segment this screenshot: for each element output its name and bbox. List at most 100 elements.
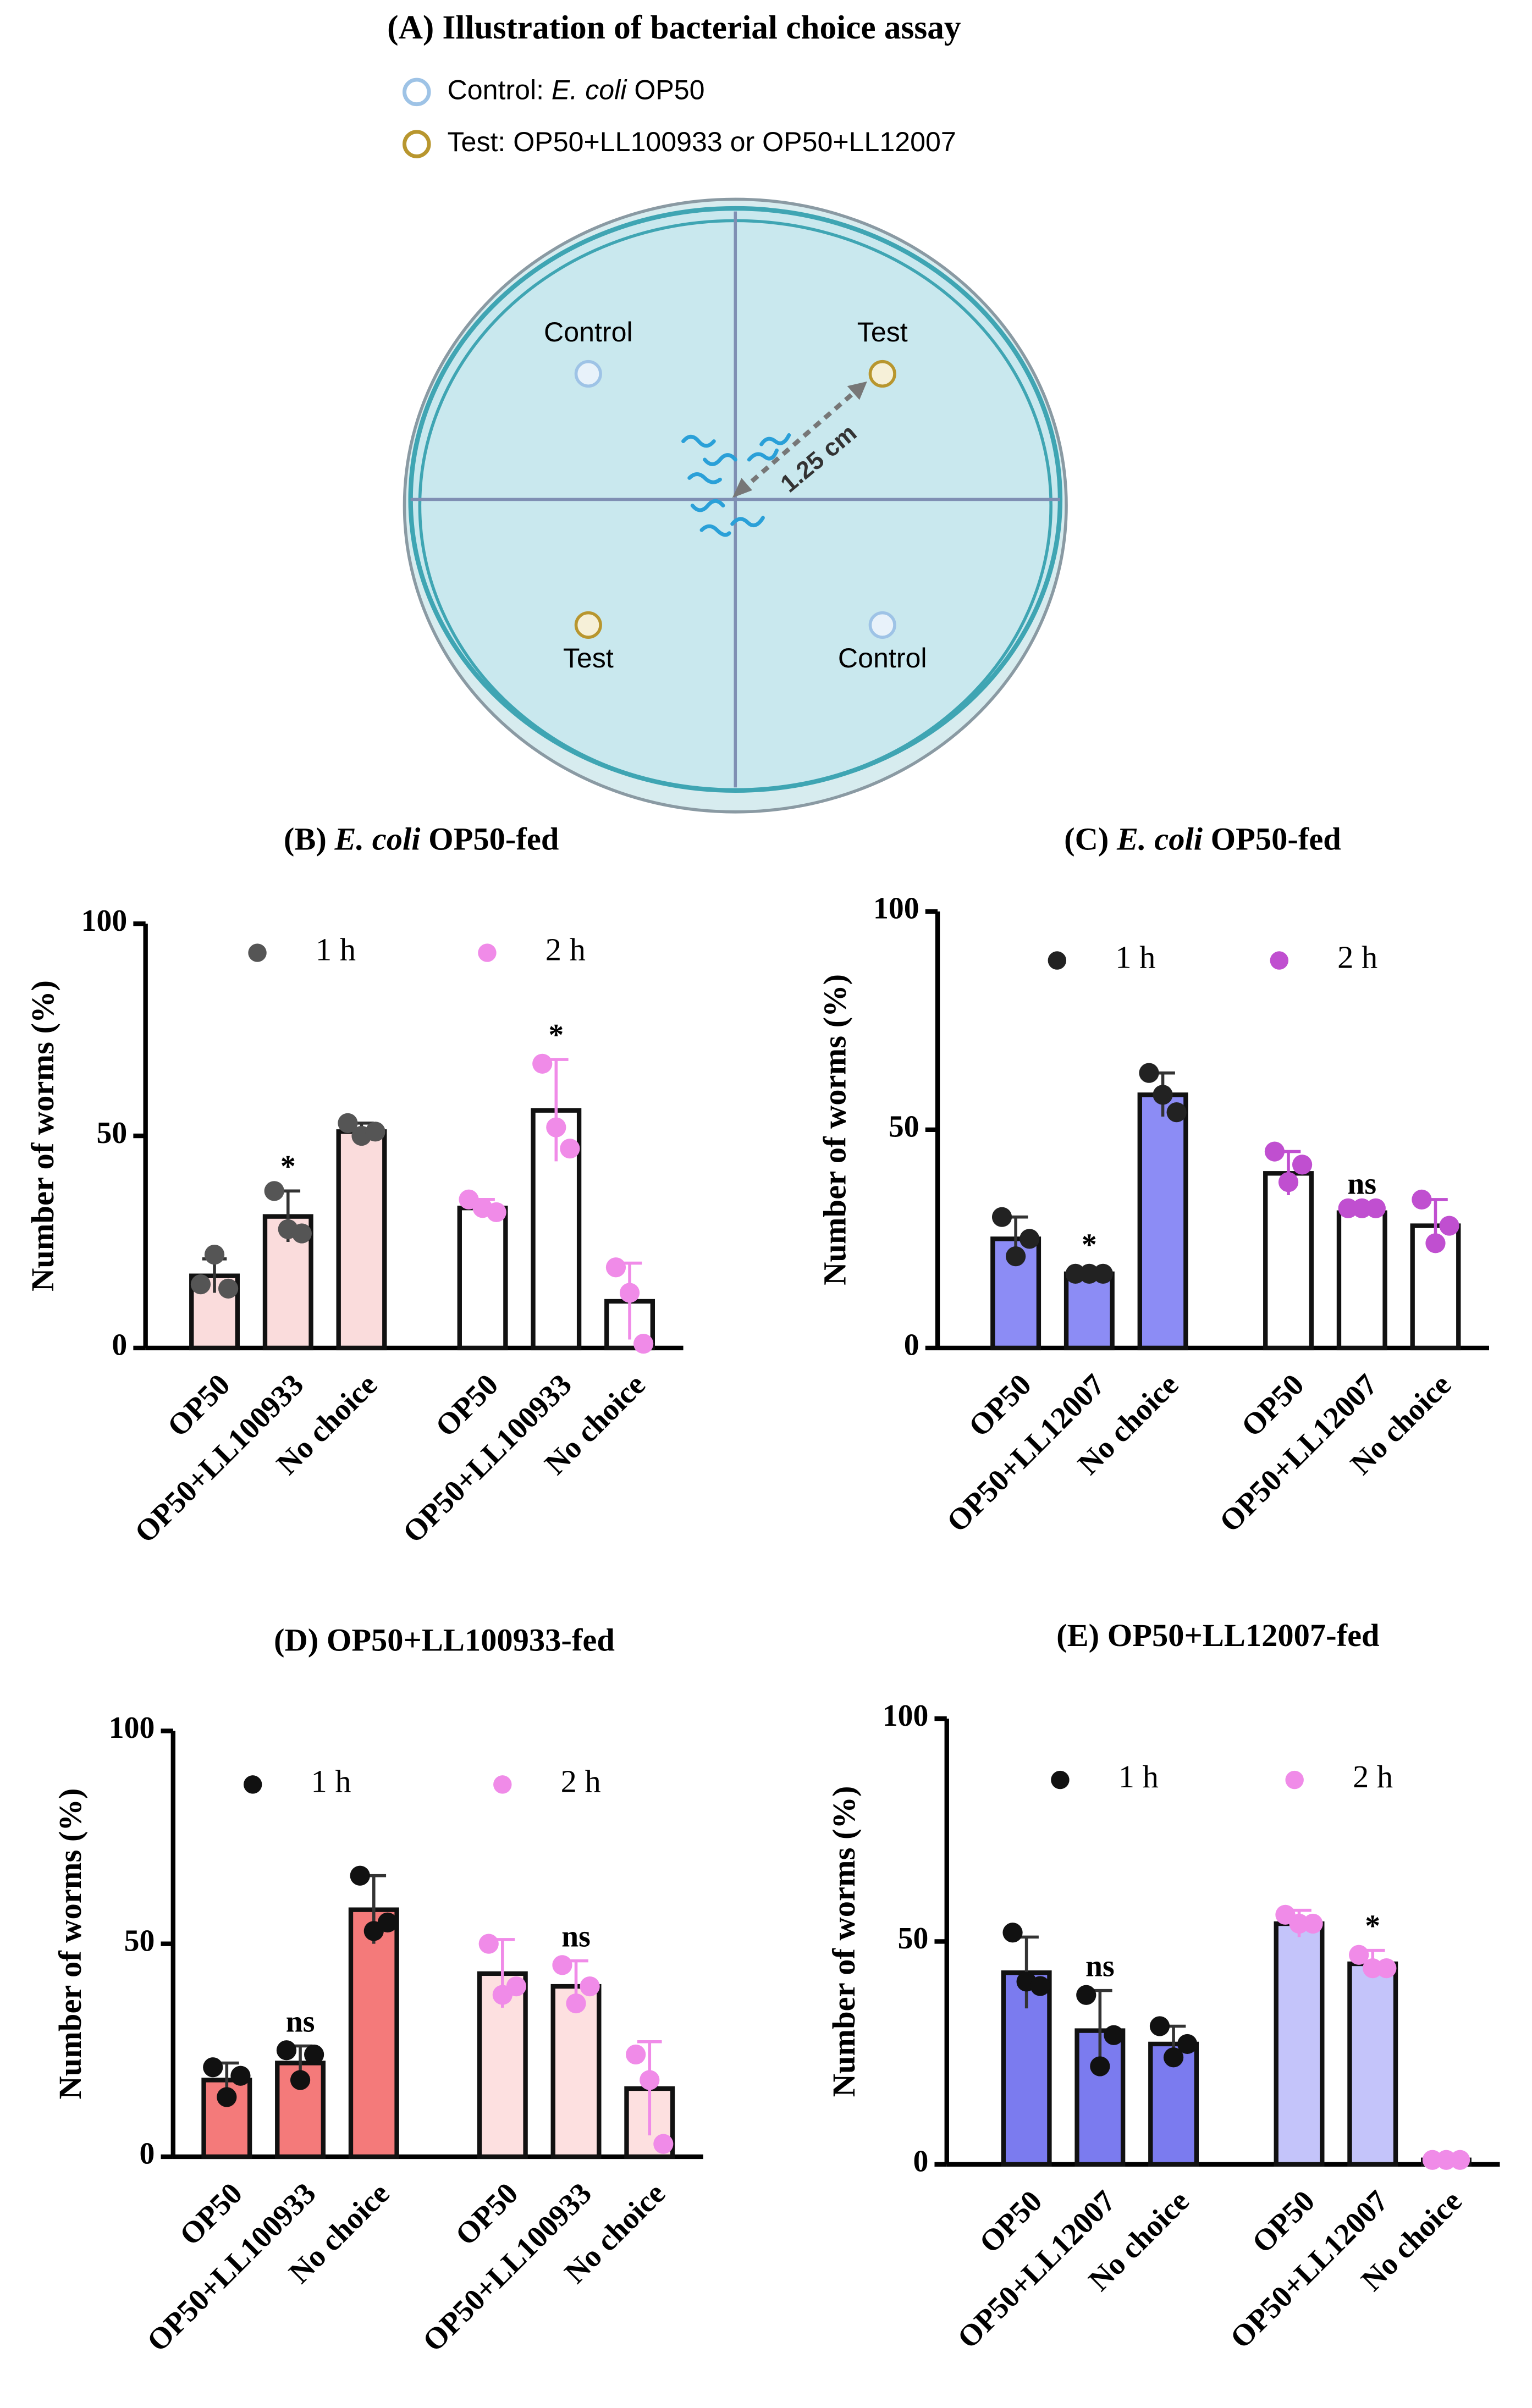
data-point: [218, 1278, 239, 1299]
data-point: [1436, 2150, 1457, 2170]
data-point: [1422, 2150, 1443, 2170]
data-point: [1338, 1198, 1358, 1218]
data-point: [991, 1207, 1012, 1227]
bar: [1347, 1961, 1398, 2167]
data-point: [1020, 1229, 1040, 1249]
y-tick-label: 100: [883, 1699, 929, 1733]
spot-label: Control: [838, 643, 927, 673]
y-tick-label: 100: [873, 892, 919, 926]
legend-marker: [1048, 951, 1067, 970]
y-tick-label: 100: [109, 1711, 155, 1745]
y-tick-label: 0: [913, 2145, 928, 2179]
bar: [348, 1907, 399, 2160]
data-point: [1264, 1141, 1285, 1162]
bar: [1063, 1271, 1115, 1351]
data-point: [1412, 1189, 1432, 1210]
legend-marker: [478, 943, 497, 962]
y-axis-label: Number of worms (%): [25, 980, 60, 1291]
data-point: [1104, 2025, 1124, 2045]
panel-title: (A) Illustration of bacterial choice ass…: [387, 9, 961, 46]
spot-label: Test: [563, 643, 614, 673]
data-point: [640, 2070, 660, 2090]
data-point: [506, 1976, 526, 1997]
data-point: [580, 1976, 600, 1997]
text-part: Test: OP50+LL100933 or OP50+LL12007: [448, 126, 956, 157]
bar: [1263, 1171, 1314, 1351]
legend-label: 1 h: [1115, 939, 1155, 975]
data-point: [1450, 2150, 1470, 2170]
y-tick-label: 0: [112, 1328, 127, 1362]
data-point: [1090, 2056, 1110, 2076]
data-point: [1006, 1246, 1026, 1267]
data-point: [203, 2057, 223, 2078]
data-point: [1349, 1945, 1369, 1965]
data-point: [304, 2044, 324, 2065]
data-point: [633, 1334, 654, 1354]
y-tick-label: 50: [124, 1924, 155, 1958]
data-point: [230, 2065, 251, 2086]
legend-marker: [493, 1775, 512, 1794]
data-point: [350, 1865, 370, 1886]
bar: [336, 1129, 387, 1351]
bar: [457, 1206, 508, 1351]
data-point: [290, 2070, 311, 2090]
y-tick-label: 0: [904, 1328, 919, 1362]
legend-swatch: [403, 78, 431, 107]
significance-label: *: [280, 1150, 296, 1184]
spot-label: Control: [544, 317, 633, 347]
y-axis-label: Number of worms (%): [826, 1786, 862, 2097]
data-point: [546, 1117, 566, 1137]
text-part: OP50-fed: [421, 821, 559, 857]
data-point: [626, 2044, 646, 2065]
data-point: [1303, 1913, 1323, 1934]
data-point: [1149, 2016, 1170, 2036]
bar: [1137, 1092, 1188, 1351]
data-point: [1139, 1063, 1159, 1083]
significance-label: *: [1365, 1909, 1380, 1943]
legend-label: 1 h: [311, 1763, 351, 1799]
data-point: [1079, 1263, 1099, 1284]
data-point: [1439, 1216, 1459, 1236]
data-point: [478, 1934, 499, 1954]
significance-label: ns: [1085, 1949, 1115, 1983]
y-axis-label: Number of worms (%): [52, 1788, 88, 2100]
data-point: [619, 1283, 640, 1303]
data-point: [1166, 1102, 1187, 1123]
data-point: [653, 2134, 674, 2154]
data-point: [1093, 1263, 1114, 1284]
data-point: [1278, 1172, 1299, 1192]
bar: [1274, 1921, 1325, 2167]
significance-label: *: [548, 1018, 564, 1052]
legend-marker: [248, 943, 267, 962]
legend-marker: [1285, 1770, 1304, 1790]
text-part: E. coli: [1116, 821, 1203, 857]
significance-label: ns: [286, 2004, 315, 2039]
data-point: [1365, 1198, 1386, 1218]
text-part: OP50-fed: [1203, 821, 1341, 857]
data-point: [264, 1181, 284, 1201]
text-part: OP50: [626, 75, 704, 106]
data-point: [1065, 1263, 1085, 1284]
data-point: [1153, 1085, 1173, 1105]
data-point: [486, 1202, 506, 1223]
y-axis-label: Number of worms (%): [817, 974, 852, 1285]
data-point: [560, 1139, 580, 1159]
data-point: [1177, 2034, 1198, 2054]
data-point: [204, 1244, 225, 1265]
chart-title: (C) E. coli OP50-fed: [1064, 821, 1341, 857]
data-point: [552, 1955, 572, 1975]
data-point: [1292, 1155, 1313, 1175]
significance-label: *: [1082, 1228, 1097, 1262]
data-point: [365, 1122, 385, 1142]
chart-title: (D) OP50+LL100933-fed: [274, 1622, 615, 1658]
data-point: [605, 1257, 626, 1278]
data-point: [1030, 1976, 1050, 1996]
y-tick-label: 50: [898, 1921, 929, 1956]
y-tick-label: 0: [140, 2137, 155, 2171]
data-point: [1076, 1985, 1096, 2005]
data-point: [1163, 2047, 1184, 2068]
data-point: [338, 1113, 358, 1133]
data-point: [1363, 1958, 1383, 1979]
legend-label: 2 h: [1337, 939, 1377, 975]
